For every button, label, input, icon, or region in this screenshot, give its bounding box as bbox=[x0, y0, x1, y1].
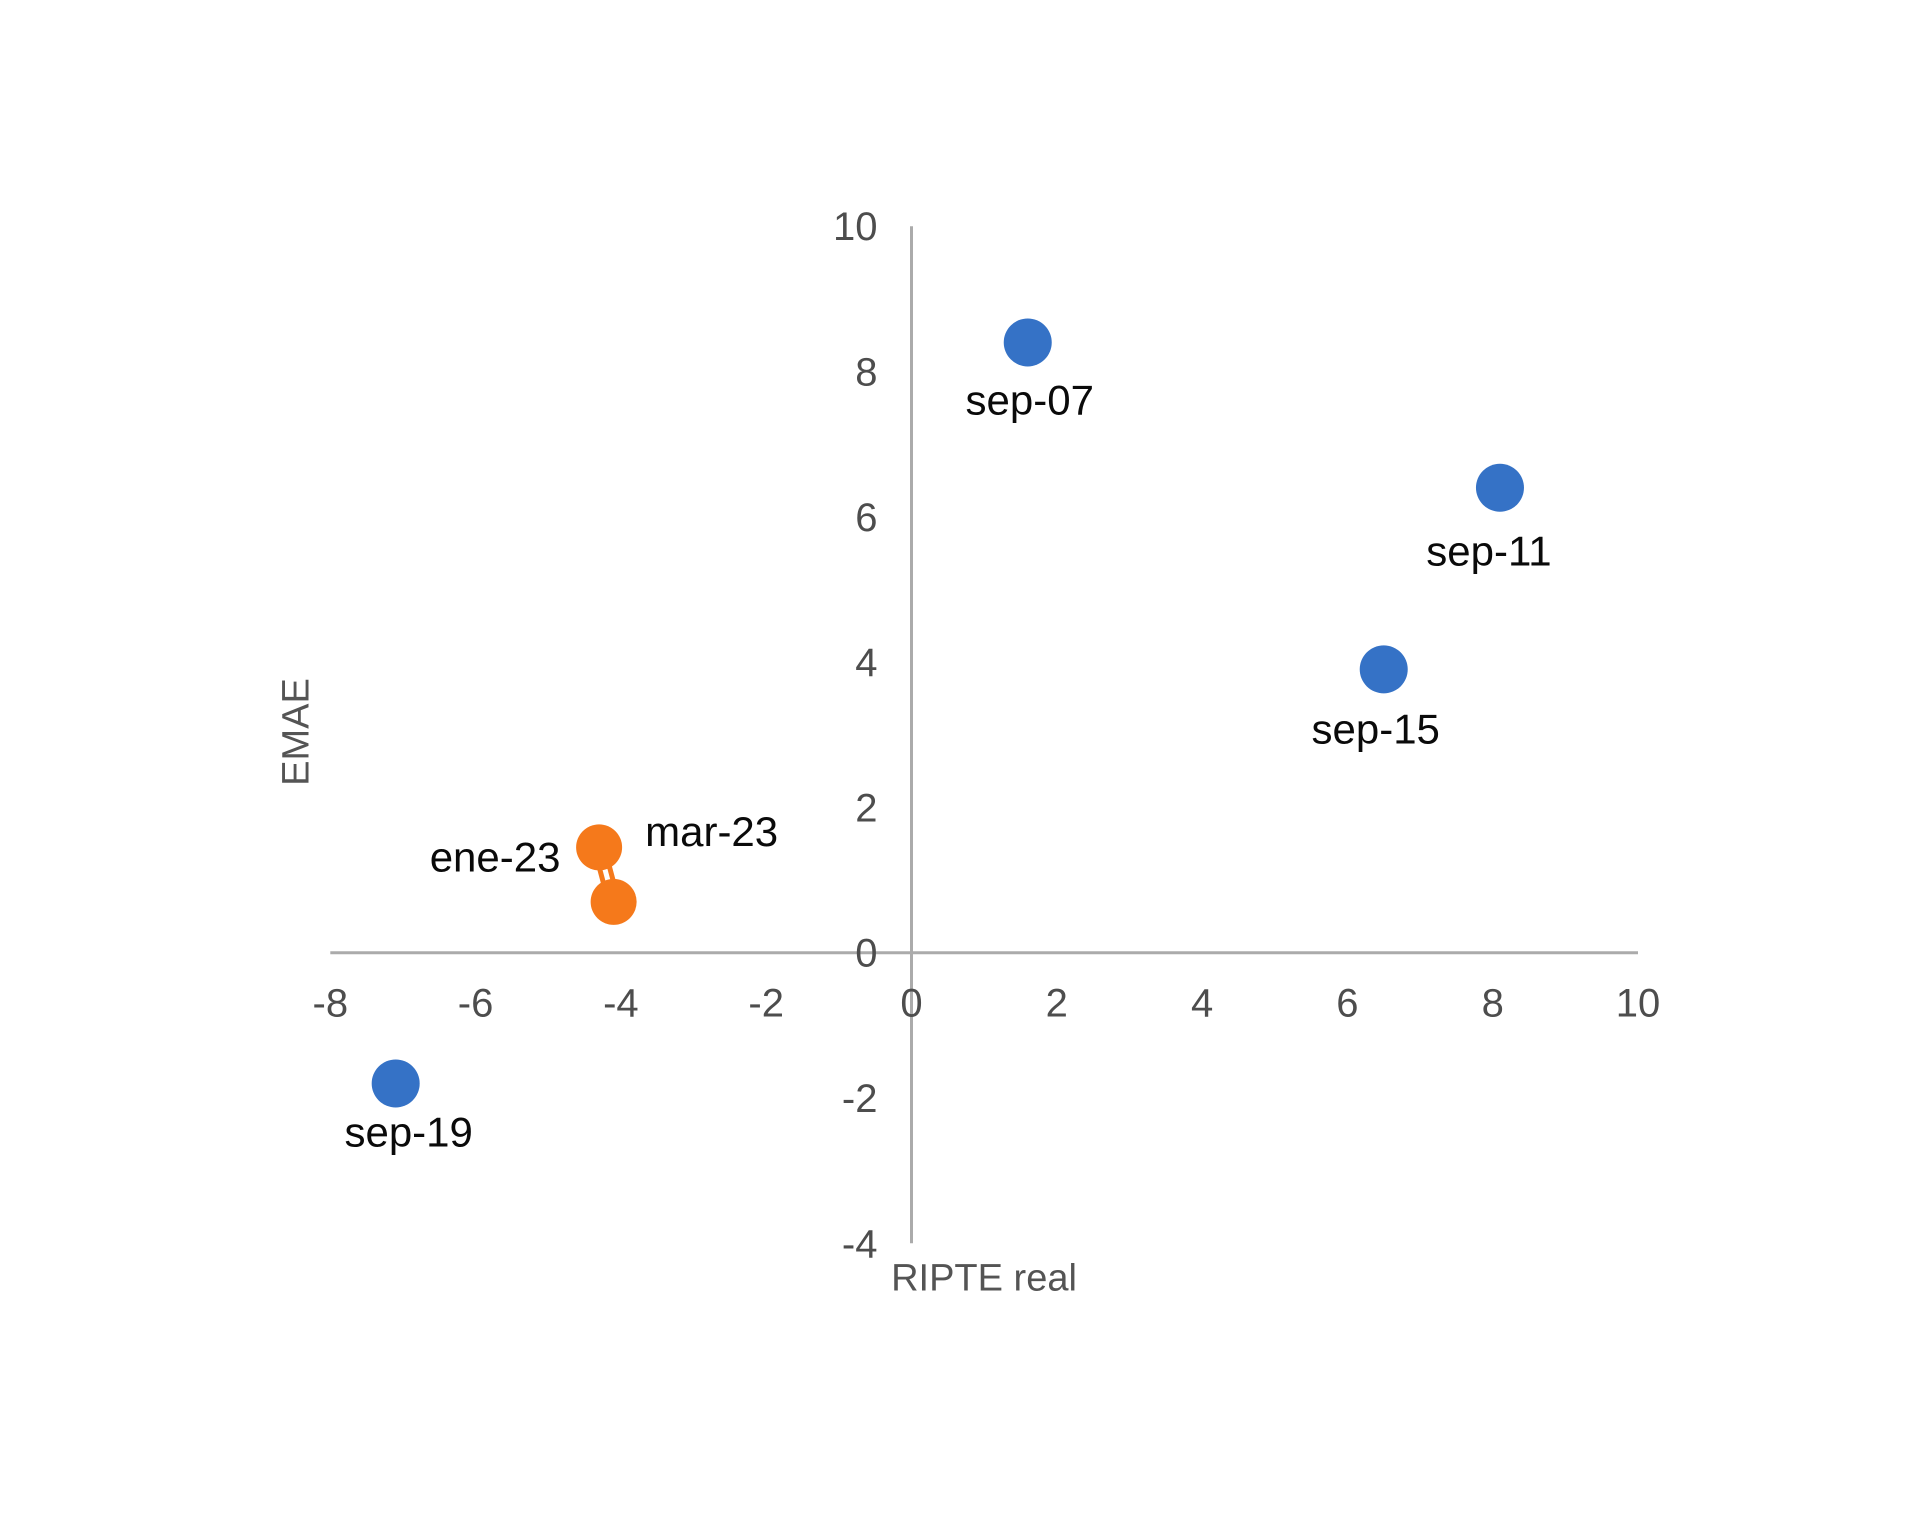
x-tick-label: -8 bbox=[313, 982, 349, 1026]
data-point-sep-19 bbox=[371, 1059, 420, 1108]
x-tick-label: 10 bbox=[1616, 982, 1661, 1026]
x-tick-label: -2 bbox=[748, 982, 784, 1026]
data-point-sep-07 bbox=[1003, 318, 1052, 367]
y-tick-label: -2 bbox=[842, 1077, 878, 1121]
data-point-label-ene-23: ene-23 bbox=[430, 833, 561, 880]
data-point-label-mar-23: mar-23 bbox=[645, 808, 778, 855]
x-axis-title: RIPTE real bbox=[891, 1257, 1077, 1300]
data-point-sep-11 bbox=[1475, 463, 1524, 512]
data-point-sep-15 bbox=[1359, 645, 1408, 694]
x-tick-label: 0 bbox=[900, 982, 922, 1026]
data-point-ene-23 bbox=[576, 824, 623, 871]
x-tick-label: 6 bbox=[1336, 982, 1358, 1026]
y-tick-label: 10 bbox=[833, 205, 878, 249]
y-tick-label: 6 bbox=[855, 496, 877, 540]
y-tick-label: 0 bbox=[855, 932, 877, 976]
y-axis-title: EMAE bbox=[275, 678, 318, 786]
x-tick-label: 4 bbox=[1191, 982, 1213, 1026]
data-point-label-sep-15: sep-15 bbox=[1312, 705, 1440, 752]
data-point-mar-23 bbox=[590, 878, 637, 925]
data-point-label-sep-19: sep-19 bbox=[344, 1108, 472, 1155]
y-tick-label: 4 bbox=[855, 641, 877, 685]
y-tick-label: -4 bbox=[842, 1222, 878, 1266]
x-tick-label: 8 bbox=[1482, 982, 1504, 1026]
x-tick-label: 2 bbox=[1046, 982, 1068, 1026]
y-tick-label: 2 bbox=[855, 786, 877, 830]
data-point-label-sep-07: sep-07 bbox=[966, 376, 1094, 423]
x-tick-label: -6 bbox=[458, 982, 494, 1026]
x-tick-label: -4 bbox=[603, 982, 639, 1026]
data-point-label-sep-11: sep-11 bbox=[1426, 528, 1551, 575]
y-tick-label: 8 bbox=[855, 351, 877, 395]
